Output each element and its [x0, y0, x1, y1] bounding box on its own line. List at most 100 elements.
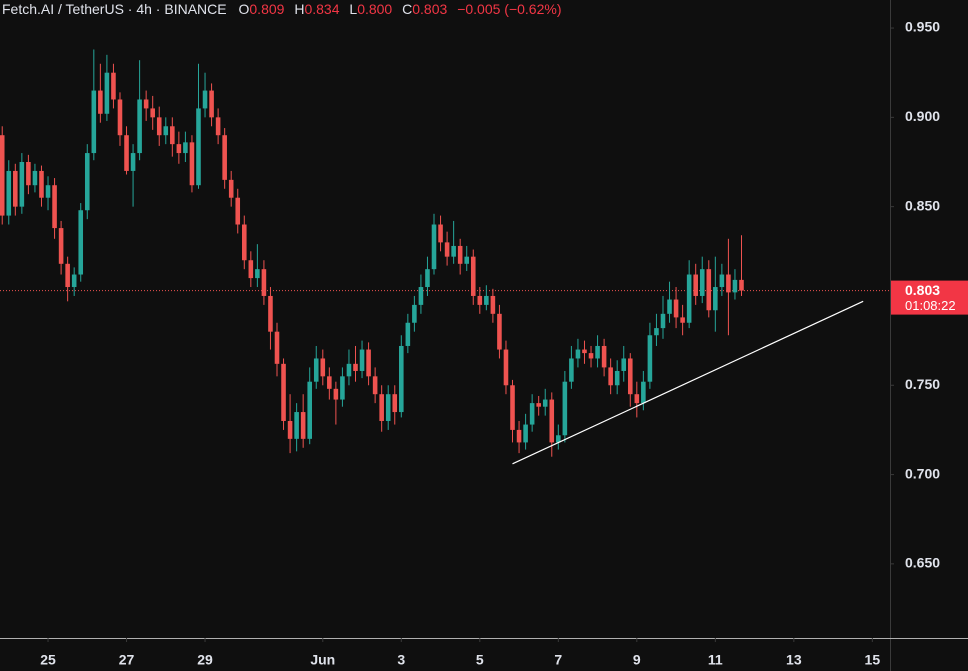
x-tick-label: 11 — [708, 652, 723, 668]
candle-body — [516, 429, 522, 443]
candle-body — [163, 126, 169, 136]
candle-body — [379, 394, 384, 421]
candle-body — [529, 403, 535, 425]
y-tick-label: 0.700 — [905, 465, 940, 481]
candle-body — [71, 274, 77, 288]
candle-body — [693, 274, 698, 296]
candle-body — [470, 256, 476, 296]
x-tick-label: 5 — [476, 652, 484, 668]
candle-body — [287, 420, 293, 439]
candle-body — [719, 274, 725, 288]
candle-body — [346, 363, 352, 377]
candle-body — [78, 210, 84, 275]
ohlc-value: 0.800 — [357, 1, 392, 17]
candle-body — [726, 274, 731, 293]
candle-body — [130, 153, 136, 171]
candle-body — [523, 424, 528, 443]
candle-body — [241, 224, 247, 261]
price-tag-countdown: 01:08:22 — [905, 298, 956, 313]
x-tick-label: 7 — [554, 652, 562, 668]
candle-body — [608, 367, 613, 386]
candle-body — [444, 242, 450, 257]
candle-body — [111, 72, 116, 100]
candle-body — [477, 295, 483, 305]
ohlc-value: 0.834 — [304, 1, 339, 17]
y-tick-label: 0.950 — [905, 19, 940, 35]
candle-body — [19, 162, 25, 207]
x-tick-label: Jun — [310, 652, 335, 668]
candle-body — [497, 313, 502, 350]
candle-body — [484, 295, 489, 305]
candle-body — [222, 135, 227, 180]
candle-body — [209, 90, 214, 118]
candle-body — [732, 279, 738, 293]
x-tick-label: 3 — [397, 652, 405, 668]
candle-body — [196, 108, 201, 186]
candle-body — [84, 153, 90, 211]
candle-body — [680, 317, 685, 323]
candle-body — [510, 385, 515, 430]
candle-body — [536, 403, 541, 407]
x-tick-label: 15 — [865, 652, 881, 668]
candle-body — [268, 295, 273, 332]
ohlc-key: C — [402, 1, 412, 17]
y-tick-label: 0.900 — [905, 108, 940, 124]
candle-body — [699, 269, 705, 296]
candle-body — [451, 245, 456, 257]
candle-body — [425, 269, 430, 288]
candle-body — [686, 274, 692, 323]
candle-body — [588, 353, 594, 359]
candle-body — [137, 99, 142, 154]
candle-body — [353, 363, 358, 371]
candle-body — [654, 328, 659, 336]
candle-body — [170, 126, 175, 145]
candle-body — [385, 394, 391, 421]
y-tick-label: 0.750 — [905, 376, 940, 392]
candle-body — [713, 287, 718, 311]
symbol-title: Fetch.AI / TetherUS · 4h · BINANCE — [2, 1, 227, 17]
candle-body — [176, 144, 182, 154]
y-tick-label: 0.850 — [905, 197, 940, 213]
candle-body — [418, 287, 424, 305]
candle-body — [26, 162, 31, 186]
candle-body — [359, 349, 365, 371]
candle-body — [575, 349, 581, 359]
candle-body — [706, 269, 712, 311]
ohlc-value: 0.809 — [249, 1, 284, 17]
candle-body — [562, 381, 568, 436]
candle-body — [143, 99, 149, 109]
candle-body — [189, 142, 195, 186]
candle-body — [255, 269, 260, 279]
y-tick-label: 0.650 — [905, 555, 940, 571]
candle-body — [595, 345, 600, 359]
candle-body — [438, 224, 443, 243]
candle-body — [431, 224, 437, 270]
candle-body — [327, 376, 332, 389]
candle-body — [667, 299, 672, 314]
ohlc-key: O — [239, 1, 250, 17]
candle-body — [183, 142, 188, 154]
candle-body — [156, 117, 162, 136]
candle-body — [215, 117, 221, 136]
trendline — [512, 300, 864, 465]
candle-body — [601, 345, 607, 368]
candle-body — [235, 197, 241, 225]
candle-body — [366, 349, 371, 377]
candle-body — [392, 394, 398, 413]
candle-body — [39, 170, 44, 198]
candle-body — [248, 260, 254, 279]
x-tick-label: 29 — [197, 652, 213, 668]
candle-body — [660, 313, 666, 329]
candle-body — [405, 322, 411, 346]
candle-body — [340, 376, 345, 400]
candle-body — [274, 331, 280, 364]
ohlc-key: H — [294, 1, 304, 17]
candle-body — [65, 263, 70, 288]
candle-body — [281, 363, 286, 421]
candle-body — [32, 170, 38, 186]
x-tick-label: 9 — [633, 652, 641, 668]
candle-body — [372, 376, 378, 395]
change: −0.005 (−0.62%) — [457, 1, 561, 17]
